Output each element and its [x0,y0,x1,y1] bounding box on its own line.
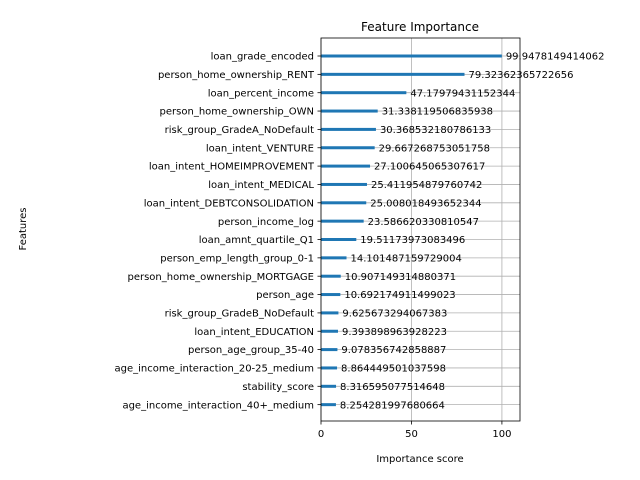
data-label: 47.17979431152344 [410,88,515,99]
x-axis-label: Importance score [376,454,463,465]
y-tick-label: loan_intent_VENTURE [206,143,314,154]
bar [321,366,338,370]
data-label: 8.864449501037598 [341,364,446,375]
data-label: 19.51173973083496 [360,235,465,246]
data-label: 10.692174911499023 [344,290,455,301]
data-label-layer: 99.9478149414062 79.32362365722656 47.1797… [340,52,605,412]
y-tick-label: person_emp_length_group_0-1 [160,253,314,264]
bar [321,146,375,150]
plot-frame [320,37,521,422]
bar [321,348,338,352]
bar [321,72,465,76]
y-tick-label: stability_score [242,382,314,393]
y-tick-label: loan_grade_encoded [211,52,314,63]
y-tick-label: loan_intent_EDUCATION [194,327,314,338]
y-tick-label: person_home_ownership_OWN [160,107,314,118]
bar [321,54,502,58]
y-axis-label: Features [18,208,29,251]
data-label: 9.625673294067383 [342,309,447,320]
data-label: 31.338119506835938 [382,107,493,118]
y-tick-label: risk_group_GradeB_NoDefault [165,309,314,320]
y-tick-label: loan_intent_HOMEIMPROVEMENT [149,162,315,173]
x-tick-label: 0 [318,429,324,440]
data-label: 23.586620330810547 [368,217,479,228]
y-tick-label: loan_amnt_quartile_Q1 [199,235,314,246]
y-tick-label: age_income_interaction_40+_medium [122,400,314,411]
bar [321,274,341,278]
y-tick-label: loan_intent_MEDICAL [208,180,314,191]
data-label: 27.100645065307617 [374,162,485,173]
y-tick-label: person_income_log [218,217,314,228]
data-label: 30.368532180786133 [380,125,491,136]
bar [321,109,378,113]
data-label: 29.667268753051758 [379,143,490,154]
y-tick-label: loan_intent_DEBTCONSOLIDATION [144,198,314,209]
data-label: 79.32362365722656 [469,70,574,81]
data-label: 8.254281997680664 [340,400,445,411]
x-tick-label: 100 [492,429,511,440]
data-label: 10.907149314880371 [345,272,456,283]
y-tick-label: person_home_ownership_RENT [158,70,315,81]
y-tick-label: age_income_interaction_20-25_medium [115,364,315,375]
bar [321,329,338,333]
data-label: 9.393898963928223 [342,327,447,338]
y-tick-label: risk_group_GradeA_NoDefault [165,125,314,136]
bar [321,182,367,186]
bar [321,293,341,297]
bar [321,91,407,95]
bar [321,164,371,168]
x-tick-label: 50 [405,429,418,440]
y-tick-label: person_home_ownership_MORTGAGE [127,272,314,283]
data-label: 25.008018493652344 [370,198,481,209]
bar [321,256,347,260]
bar [321,127,376,131]
data-label: 99.9478149414062 [506,52,605,63]
chart-title: Feature Importance [361,20,479,34]
data-label: 9.078356742858887 [341,345,446,356]
bar [321,219,364,223]
bar [321,384,337,388]
data-label: 14.101487159729004 [351,253,462,264]
bar [321,311,339,315]
y-tick-label: person_age [256,290,314,301]
y-tick-label: person_age_group_35-40 [188,345,314,356]
bar [321,403,336,407]
bar [321,201,367,205]
data-label: 8.316595077514648 [340,382,445,393]
y-tick-label: loan_percent_income [208,88,314,99]
x-tick-layer: 0 50 100 [318,421,511,440]
y-tick-layer: loan_grade_encoded person_home_ownership_… [115,52,321,411]
bar-layer [321,54,502,407]
data-label: 25.411954879760742 [371,180,482,191]
bar [321,238,357,241]
